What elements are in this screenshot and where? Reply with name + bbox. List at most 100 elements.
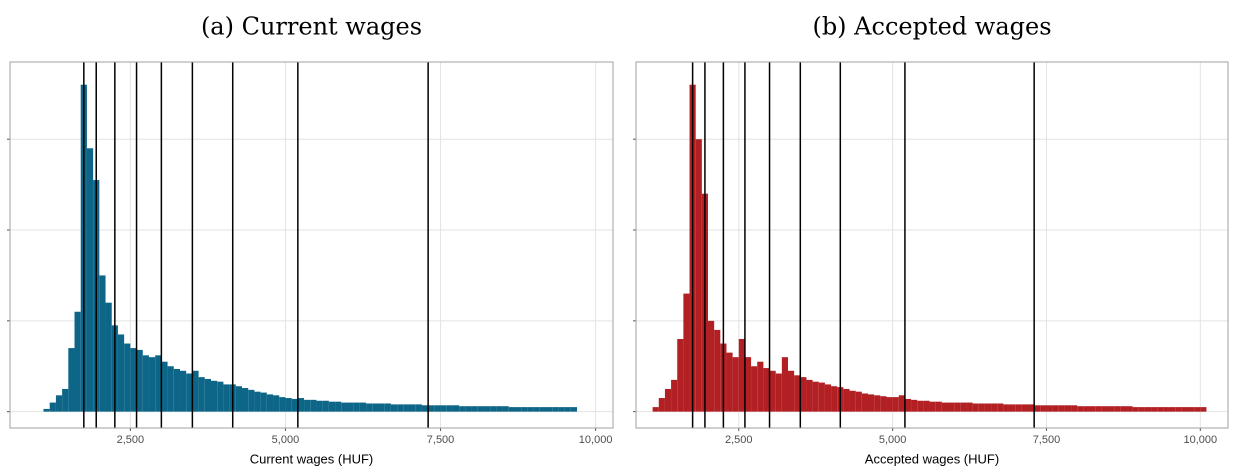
- bar: [341, 402, 348, 412]
- bar: [490, 406, 497, 412]
- bar: [1015, 404, 1022, 412]
- bar: [966, 402, 973, 412]
- bar: [948, 402, 955, 412]
- bar: [136, 349, 143, 412]
- bar: [683, 293, 690, 412]
- bar: [763, 368, 770, 412]
- x-tick-label: 7,500: [427, 434, 455, 446]
- bar: [297, 398, 305, 412]
- bar: [1009, 404, 1016, 412]
- x-axis-title: Current wages (HUF): [250, 451, 374, 466]
- bar: [806, 379, 813, 412]
- bar: [428, 405, 435, 412]
- panel-border: [9, 61, 614, 429]
- panel-title: (b) Accepted wages: [812, 13, 1051, 41]
- x-tick-label: 10,000: [1183, 434, 1217, 446]
- bar: [972, 403, 979, 412]
- bar: [211, 380, 218, 412]
- bar: [1194, 407, 1201, 412]
- bar: [328, 401, 336, 412]
- bar: [1175, 407, 1182, 412]
- bar: [757, 361, 764, 412]
- bar: [769, 370, 776, 412]
- bar: [861, 393, 868, 412]
- bar: [1083, 406, 1090, 412]
- bar: [198, 377, 205, 412]
- bar: [167, 366, 174, 412]
- bar: [1064, 405, 1072, 412]
- bar: [1144, 407, 1152, 412]
- bar: [254, 391, 261, 412]
- bar: [997, 403, 1004, 412]
- x-tick-label: 5,000: [272, 434, 300, 446]
- bar: [192, 370, 199, 412]
- bar: [658, 398, 665, 412]
- bar: [1095, 406, 1102, 412]
- bar: [726, 352, 733, 412]
- bar: [564, 407, 571, 412]
- bar: [1046, 405, 1053, 412]
- bar: [917, 400, 924, 412]
- bar: [868, 394, 875, 412]
- bar: [923, 400, 930, 412]
- bar: [514, 407, 522, 412]
- bar: [781, 357, 788, 412]
- bar: [1120, 406, 1127, 412]
- x-tick-label: 2,500: [117, 434, 145, 446]
- bar: [1040, 405, 1047, 412]
- bar: [892, 397, 899, 412]
- bar: [235, 386, 243, 412]
- bar: [130, 348, 137, 412]
- bar: [991, 403, 998, 412]
- bar: [880, 396, 887, 412]
- bar: [173, 368, 180, 412]
- bar: [99, 275, 106, 412]
- bar: [1108, 406, 1115, 412]
- bar: [446, 405, 453, 412]
- bar: [1058, 405, 1065, 412]
- bar: [502, 406, 509, 412]
- bar: [291, 398, 298, 412]
- bar: [1181, 407, 1188, 412]
- bar: [124, 343, 131, 412]
- bar: [55, 395, 63, 412]
- bar: [62, 388, 69, 412]
- bar: [204, 378, 211, 412]
- bar: [935, 401, 942, 412]
- bar: [898, 395, 905, 412]
- bar: [74, 311, 81, 412]
- bar: [223, 384, 230, 412]
- bar: [714, 329, 721, 412]
- bar: [732, 357, 739, 412]
- bar: [954, 402, 961, 412]
- bar: [738, 338, 745, 412]
- bar: [415, 404, 422, 412]
- bar: [708, 320, 715, 412]
- bar: [1071, 405, 1078, 412]
- bar: [960, 402, 967, 412]
- x-axis-title: Accepted wages (HUF): [865, 451, 999, 466]
- bar: [434, 405, 441, 412]
- bar: [304, 399, 311, 412]
- bar: [440, 405, 447, 412]
- bar: [316, 400, 323, 412]
- bar: [751, 366, 758, 412]
- bar: [248, 389, 255, 412]
- bar: [775, 373, 782, 412]
- bar: [285, 398, 292, 412]
- bar: [1101, 406, 1108, 412]
- bar: [677, 338, 684, 412]
- bar: [855, 391, 862, 412]
- bar: [1132, 407, 1139, 412]
- bar: [397, 404, 404, 412]
- bar: [1114, 406, 1121, 412]
- bar: [849, 390, 856, 412]
- bar: [1028, 404, 1035, 412]
- panel-border: [635, 61, 1229, 429]
- x-tick-label: 10,000: [579, 434, 613, 446]
- bar: [260, 392, 267, 412]
- bar: [652, 407, 659, 412]
- bar: [508, 407, 515, 412]
- bar: [521, 407, 528, 412]
